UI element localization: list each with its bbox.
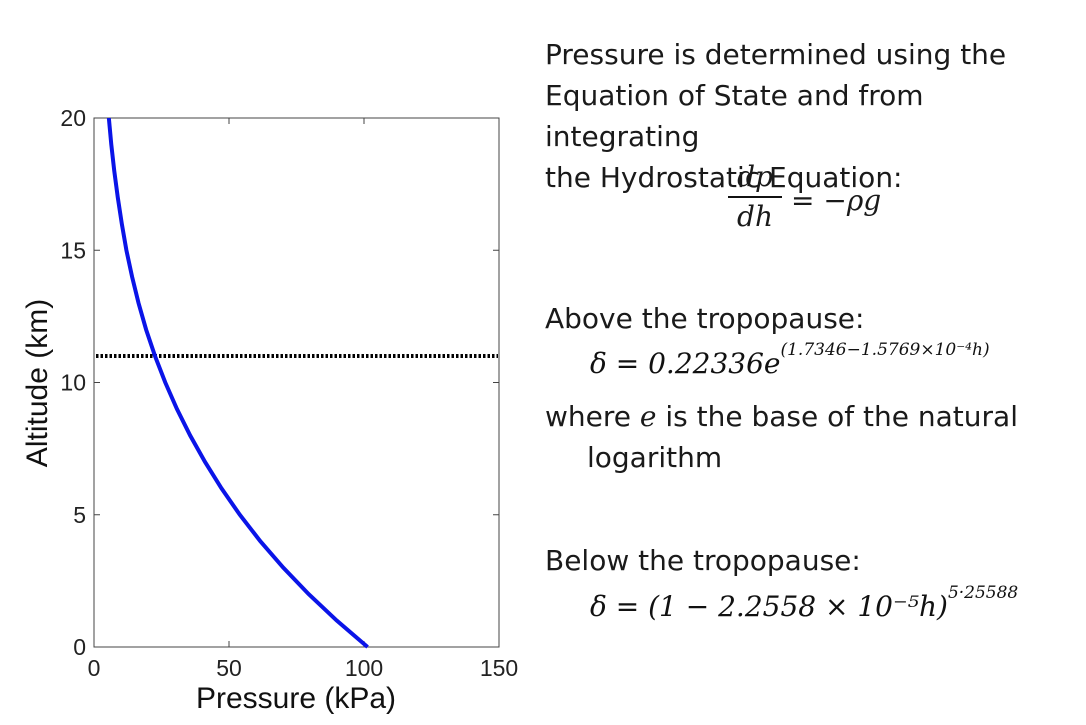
y-axis-ticks: 0 5 10 15 20 bbox=[60, 105, 499, 660]
x-tick-label: 50 bbox=[216, 655, 242, 681]
x-axis-ticks: 0 50 100 150 bbox=[88, 118, 518, 681]
above-eq-exponent: (1.7346−1.5769×10⁻⁴h) bbox=[780, 340, 990, 360]
fraction-numerator: dp bbox=[728, 158, 782, 198]
above-tropopause-label: Above the tropopause: bbox=[545, 302, 865, 335]
y-tick-label: 0 bbox=[73, 634, 86, 660]
plot-frame bbox=[93, 117, 500, 648]
where-rest: is the base of the natural bbox=[656, 400, 1018, 433]
where-text: where e is the base of the natural bbox=[545, 396, 1018, 437]
below-tropopause-label: Below the tropopause: bbox=[545, 544, 861, 577]
x-axis-title: Pressure (kPa) bbox=[196, 682, 396, 715]
where-prefix: where bbox=[545, 400, 640, 433]
y-tick-label: 5 bbox=[73, 502, 86, 528]
intro-text: Pressure is determined using the Equatio… bbox=[545, 38, 1007, 194]
y-axis-title: Altitude (km) bbox=[21, 299, 54, 467]
y-tick-label: 20 bbox=[60, 105, 86, 131]
where-line2: logarithm bbox=[587, 441, 723, 474]
where-e: e bbox=[639, 400, 657, 433]
pressure-curve bbox=[106, 117, 369, 649]
below-eq-base: δ = (1 − 2.2558 × 10⁻⁵h) bbox=[590, 590, 948, 623]
x-tick-label: 100 bbox=[345, 655, 383, 681]
below-eq-exponent: 5·25588 bbox=[947, 583, 1019, 603]
y-tick-label: 15 bbox=[60, 237, 86, 263]
hydrostatic-fraction: dp dh bbox=[728, 158, 782, 236]
x-tick-label: 150 bbox=[480, 655, 518, 681]
fraction-denominator: dh bbox=[737, 200, 773, 233]
pressure-altitude-chart: 0 50 100 150 0 5 10 15 20 Pressure (kPa) Altitu… bbox=[21, 105, 518, 715]
above-eq-base: δ = 0.22336e bbox=[590, 347, 781, 380]
x-tick-label: 0 bbox=[88, 655, 101, 681]
hydrostatic-rhs: = −ρg bbox=[791, 184, 882, 217]
y-tick-label: 10 bbox=[60, 370, 86, 396]
above-tropopause-equation: δ = 0.22336e(1.7346−1.5769×10⁻⁴h) bbox=[590, 340, 990, 380]
below-tropopause-equation: δ = (1 − 2.2558 × 10⁻⁵h)5·25588 bbox=[590, 583, 1018, 623]
